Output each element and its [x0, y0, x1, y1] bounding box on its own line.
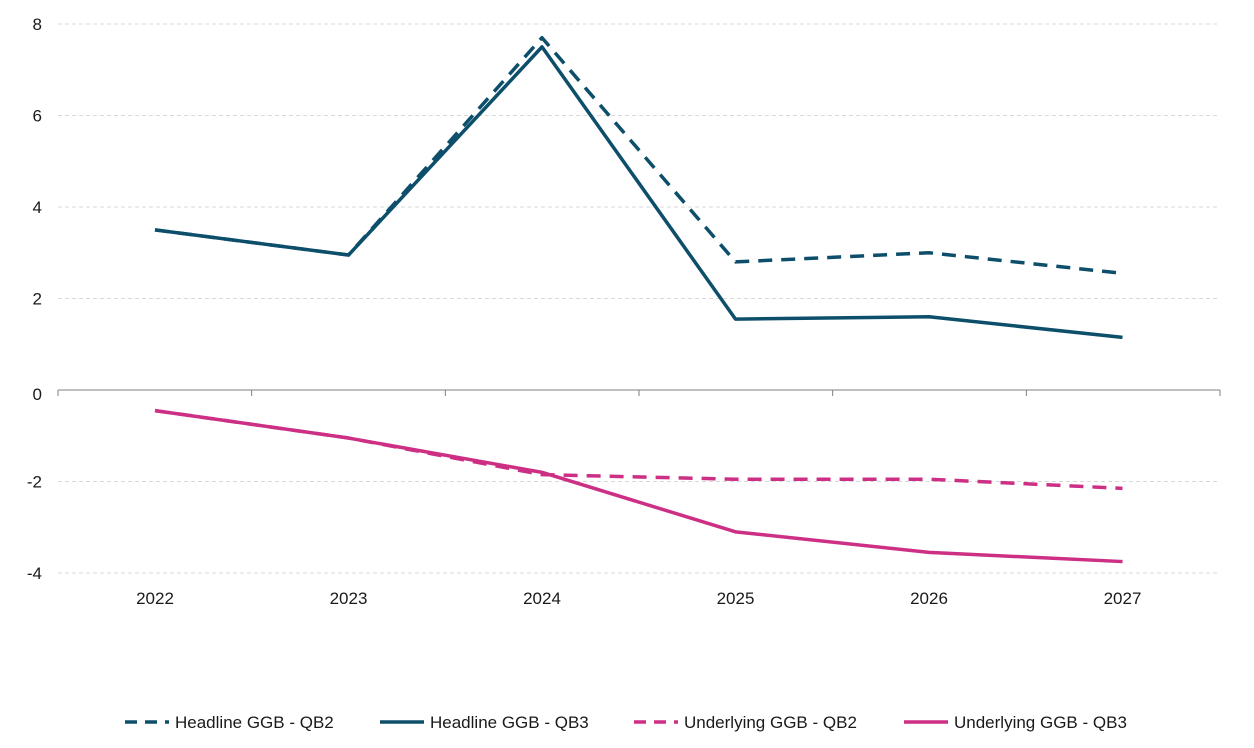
legend-label: Underlying GGB - QB2 [684, 713, 857, 732]
x-tick-label: 2027 [1104, 589, 1142, 608]
y-tick-label: -4 [27, 564, 42, 583]
x-tick-label: 2022 [136, 589, 174, 608]
legend-item: Underlying GGB - QB2 [634, 713, 857, 732]
x-tick-label: 2026 [910, 589, 948, 608]
x-axis-tick-labels: 2022 2023 2024 2025 2026 2027 [136, 589, 1141, 608]
y-tick-label: 0 [33, 385, 42, 404]
legend-item: Headline GGB - QB2 [125, 713, 334, 732]
y-tick-label: 2 [33, 290, 42, 309]
x-tick-label: 2024 [523, 589, 561, 608]
series-line-underlying-ggb-qb3 [154, 408, 1123, 564]
legend: Headline GGB - QB2 Headline GGB - QB3 Unde… [125, 713, 1127, 732]
y-tick-label: 6 [33, 107, 42, 126]
legend-label: Headline GGB - QB2 [175, 713, 334, 732]
legend-item: Underlying GGB - QB3 [904, 713, 1127, 732]
x-tick-label: 2023 [330, 589, 368, 608]
legend-label: Headline GGB - QB3 [430, 713, 589, 732]
y-tick-label: 4 [33, 198, 42, 217]
legend-item: Headline GGB - QB3 [380, 713, 589, 732]
legend-label: Underlying GGB - QB3 [954, 713, 1127, 732]
y-tick-label: -2 [27, 473, 42, 492]
y-tick-label: 8 [33, 15, 42, 34]
x-tick-label: 2025 [717, 589, 755, 608]
axes [57, 389, 1221, 396]
series-line-headline-ggb-qb3 [154, 45, 1123, 340]
gridlines [58, 23, 1220, 574]
y-axis-tick-labels: -4 -2 0 2 4 6 8 [27, 15, 42, 583]
series-line-underlying-ggb-qb2 [154, 408, 1123, 491]
series-lines [154, 35, 1123, 564]
series-line-headline-ggb-qb2 [154, 35, 1123, 276]
